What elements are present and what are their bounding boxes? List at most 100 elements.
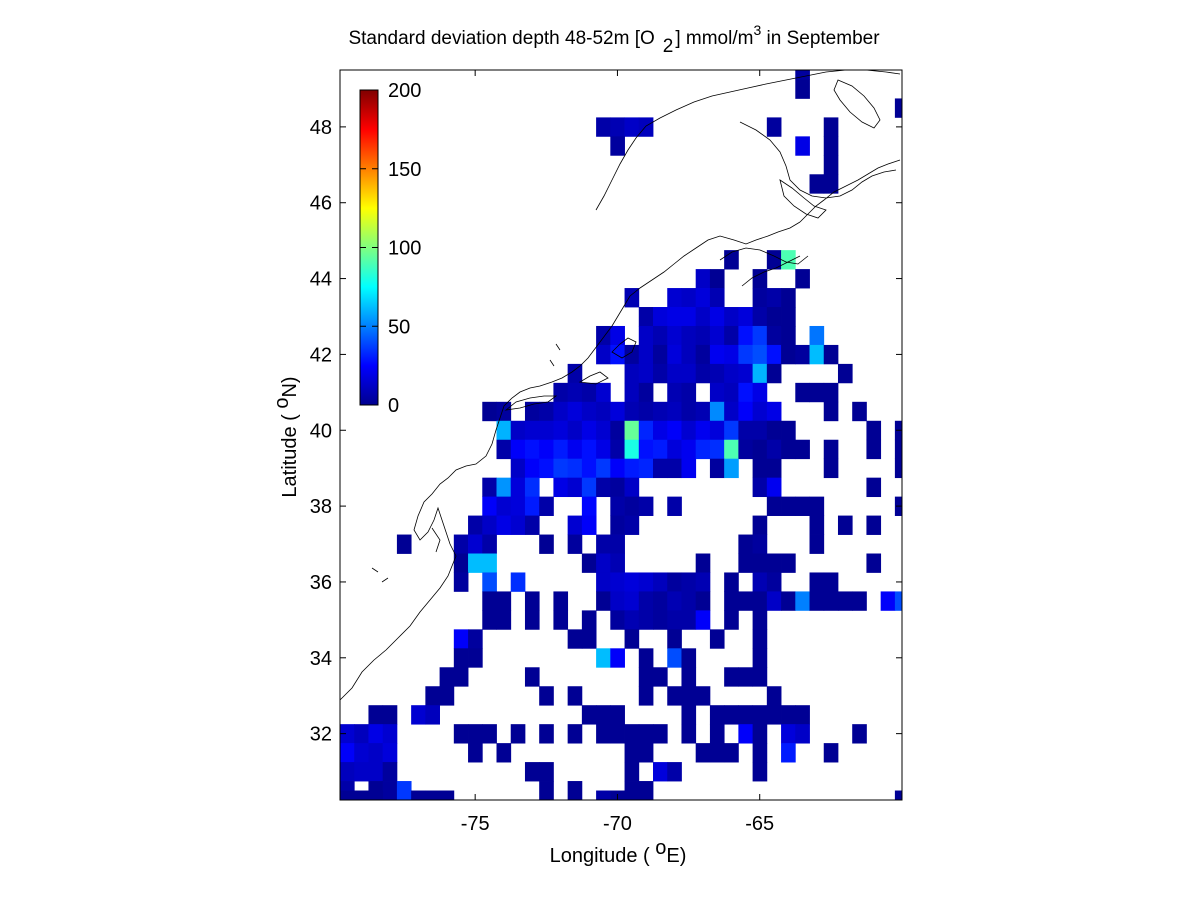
heatmap-cell xyxy=(396,781,412,801)
heatmap-cell xyxy=(382,743,398,763)
heatmap-cell xyxy=(653,591,668,611)
heatmap-cell xyxy=(781,743,796,763)
heatmap-cell xyxy=(695,420,711,441)
heatmap-cell xyxy=(667,686,682,706)
heatmap-cell xyxy=(752,534,768,554)
heatmap-cell xyxy=(724,325,739,346)
heatmap-cell xyxy=(766,363,782,384)
heatmap-cell xyxy=(809,174,825,194)
heatmap-cell xyxy=(553,591,569,611)
heatmap-cell xyxy=(738,307,754,327)
heatmap-cell xyxy=(795,382,810,403)
heatmap-cell xyxy=(823,174,839,194)
heatmap-cell xyxy=(539,686,554,706)
heatmap-cell xyxy=(681,325,697,346)
heatmap-cell xyxy=(624,629,640,649)
heatmap-cell xyxy=(695,344,711,365)
heatmap-cell xyxy=(382,781,398,801)
heatmap-cell xyxy=(681,344,697,365)
heatmap-cell xyxy=(596,790,611,801)
heatmap-cell xyxy=(752,288,768,308)
heatmap-cell xyxy=(724,382,739,403)
heatmap-cell xyxy=(695,743,711,763)
heatmap-cell xyxy=(510,420,526,441)
heatmap-cell xyxy=(468,553,483,573)
heatmap-cell xyxy=(596,534,611,554)
heatmap-cell xyxy=(524,762,540,782)
heatmap-cell xyxy=(653,762,668,782)
heatmap-cell xyxy=(681,382,697,403)
heatmap-cell xyxy=(653,724,668,744)
heatmap-cell xyxy=(638,117,654,137)
heatmap-cell xyxy=(567,458,583,479)
heatmap-cell xyxy=(695,686,711,706)
heatmap-cell xyxy=(724,458,739,479)
y-tick-label: 38 xyxy=(310,496,332,518)
heatmap-cell xyxy=(738,401,754,422)
heatmap-cell xyxy=(354,743,369,763)
heatmap-cell xyxy=(823,591,839,611)
colorbar-tick-label: 150 xyxy=(388,159,421,181)
heatmap-cell xyxy=(866,515,882,535)
heatmap-cell xyxy=(581,458,597,479)
heatmap-cell xyxy=(653,325,668,346)
heatmap-cell xyxy=(738,344,754,365)
heatmap-cell xyxy=(539,420,554,441)
heatmap-cell xyxy=(524,439,540,460)
heatmap-cell xyxy=(482,591,497,611)
heatmap-cell xyxy=(667,344,682,365)
heatmap-cell xyxy=(681,439,697,460)
heatmap-cell xyxy=(482,401,497,422)
heatmap-cell xyxy=(624,515,640,535)
y-tick-label: 36 xyxy=(310,572,332,594)
heatmap-cell xyxy=(766,477,782,498)
heatmap-cell xyxy=(667,382,682,403)
heatmap-cell xyxy=(823,344,839,365)
heatmap-cell xyxy=(709,325,725,346)
heatmap-cell xyxy=(482,496,497,516)
heatmap-cell xyxy=(766,307,782,327)
heatmap-cell xyxy=(724,667,739,687)
heatmap-cell xyxy=(823,155,839,175)
heatmap-cell xyxy=(624,790,640,801)
heatmap-cell xyxy=(894,439,903,460)
heatmap-cell xyxy=(709,629,725,649)
x-tick-label: -70 xyxy=(603,813,632,835)
heatmap-cell xyxy=(681,686,697,706)
heatmap-cell xyxy=(866,420,882,441)
heatmap-cell xyxy=(866,477,882,498)
heatmap-cell xyxy=(510,515,526,535)
heatmap-cell xyxy=(809,325,825,346)
heatmap-cell xyxy=(766,420,782,441)
heatmap-cell xyxy=(795,591,810,611)
heatmap-cell xyxy=(709,743,725,763)
heatmap-cell xyxy=(795,344,810,365)
heatmap-cell xyxy=(453,724,469,744)
x-tick-label: -65 xyxy=(745,813,774,835)
heatmap-cell xyxy=(368,790,384,801)
heatmap-cell xyxy=(567,515,583,535)
heatmap-cell xyxy=(638,781,654,801)
heatmap-cell xyxy=(695,591,711,611)
x-axis-label-sup: o xyxy=(655,837,666,859)
heatmap-cell xyxy=(766,401,782,422)
heatmap-cell xyxy=(653,667,668,687)
heatmap-cell xyxy=(667,288,682,308)
heatmap-cell xyxy=(368,762,384,782)
heatmap-cell xyxy=(681,458,697,479)
heatmap-cell xyxy=(709,363,725,384)
heatmap-cell xyxy=(411,790,426,801)
heatmap-cell xyxy=(567,534,583,554)
heatmap-cell xyxy=(482,724,497,744)
heatmap-cell xyxy=(695,553,711,573)
heatmap-cell xyxy=(610,420,625,441)
heatmap-cell xyxy=(738,724,754,744)
heatmap-cell xyxy=(752,724,768,744)
chart-title-unit: ] mmol/m xyxy=(675,28,753,49)
heatmap-cell xyxy=(638,610,654,630)
heatmap-cell xyxy=(610,136,625,156)
heatmap-cell xyxy=(596,325,611,346)
heatmap-cell xyxy=(752,420,768,441)
heatmap-cell xyxy=(453,534,469,554)
heatmap-cell xyxy=(681,705,697,725)
